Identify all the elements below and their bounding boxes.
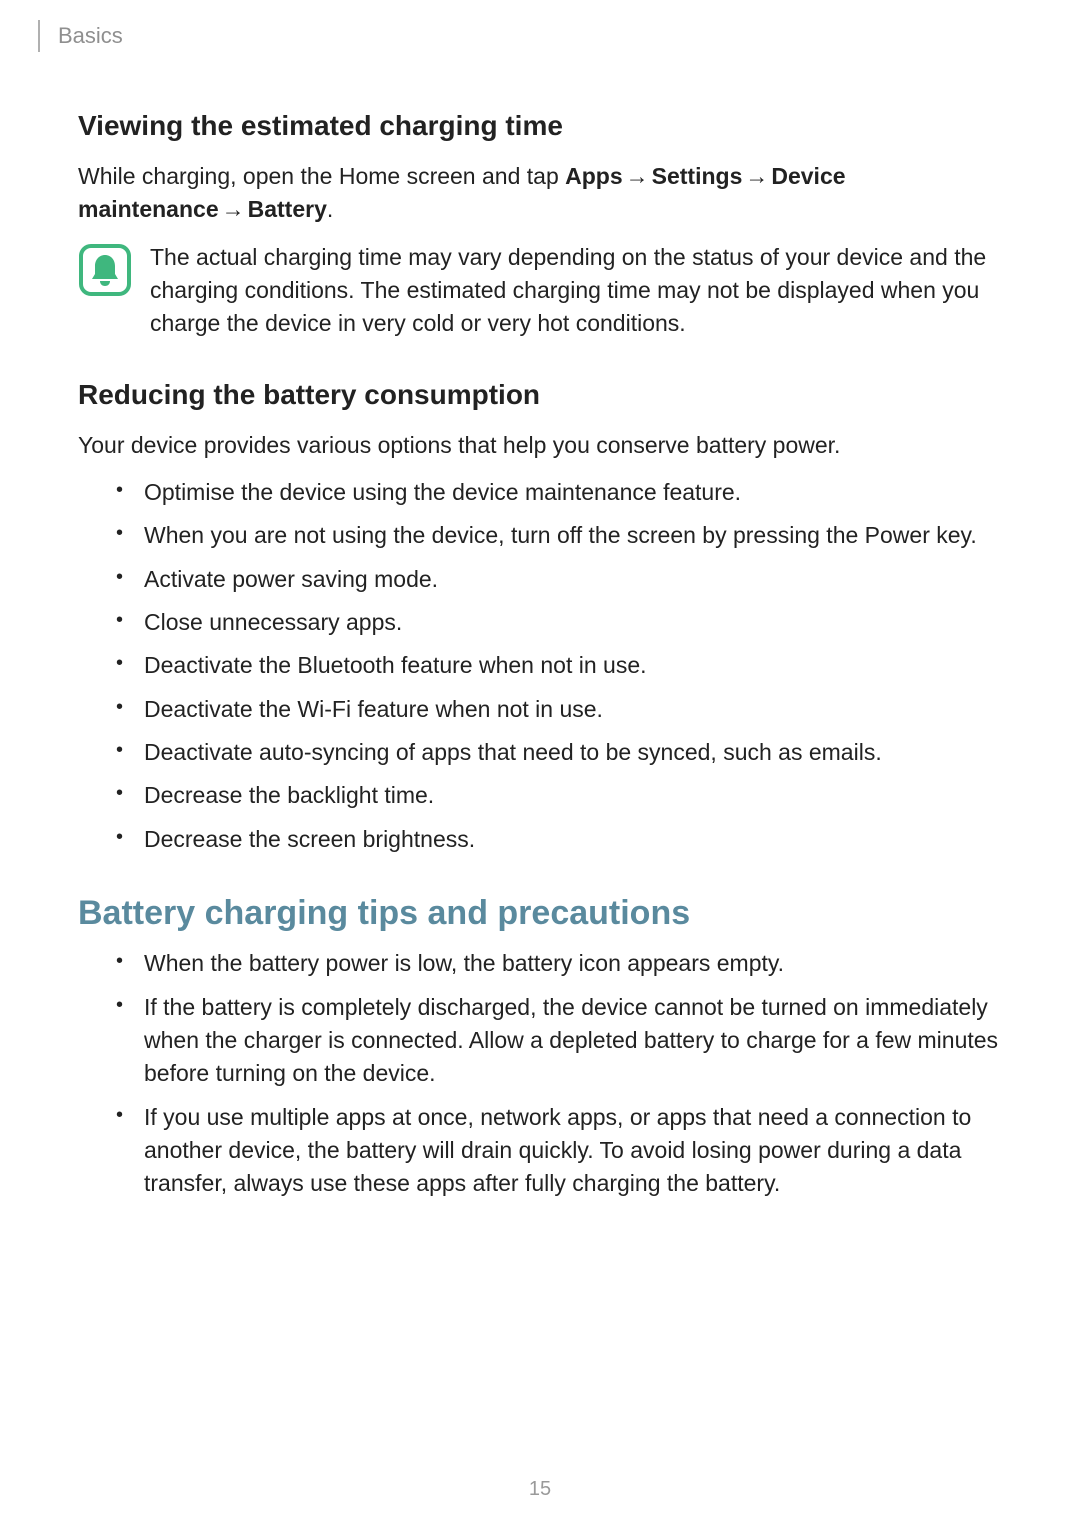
list-item: Deactivate the Wi-Fi feature when not in…: [116, 693, 1002, 726]
list-item: Decrease the backlight time.: [116, 779, 1002, 812]
list-item: When you are not using the device, turn …: [116, 519, 1002, 552]
note-callout: The actual charging time may vary depend…: [78, 241, 1002, 341]
page: Basics Viewing the estimated charging ti…: [0, 0, 1080, 1201]
note-icon: [78, 243, 132, 302]
list-item: If you use multiple apps at once, networ…: [116, 1101, 1002, 1201]
list-item: When the battery power is low, the batte…: [116, 947, 1002, 980]
period: .: [327, 196, 333, 222]
page-number: 15: [0, 1478, 1080, 1501]
list-item: If the battery is completely discharged,…: [116, 991, 1002, 1091]
arrow-icon: →: [742, 163, 771, 189]
list-item: Optimise the device using the device mai…: [116, 476, 1002, 509]
section2-list: Optimise the device using the device mai…: [78, 476, 1002, 856]
breadcrumb: Basics: [58, 23, 123, 49]
list-item: Decrease the screen brightness.: [116, 823, 1002, 856]
section1-intro-prefix: While charging, open the Home screen and…: [78, 163, 565, 189]
section-title-charging-time: Viewing the estimated charging time: [78, 110, 1002, 142]
arrow-icon: →: [219, 196, 248, 222]
section-title-reducing: Reducing the battery consumption: [78, 379, 1002, 411]
section-title-tips: Battery charging tips and precautions: [78, 894, 1002, 933]
list-item: Activate power saving mode.: [116, 563, 1002, 596]
section1-intro: While charging, open the Home screen and…: [78, 160, 1002, 227]
path-apps: Apps: [565, 163, 623, 189]
path-settings: Settings: [652, 163, 743, 189]
section2-intro: Your device provides various options tha…: [78, 429, 1002, 462]
section3-list: When the battery power is low, the batte…: [78, 947, 1002, 1200]
list-item: Close unnecessary apps.: [116, 606, 1002, 639]
header-divider: [38, 20, 40, 52]
list-item: Deactivate auto-syncing of apps that nee…: [116, 736, 1002, 769]
list-item: Deactivate the Bluetooth feature when no…: [116, 649, 1002, 682]
header: Basics: [78, 20, 1002, 52]
note-text: The actual charging time may vary depend…: [150, 241, 1002, 341]
path-battery: Battery: [248, 196, 327, 222]
arrow-icon: →: [623, 163, 652, 189]
